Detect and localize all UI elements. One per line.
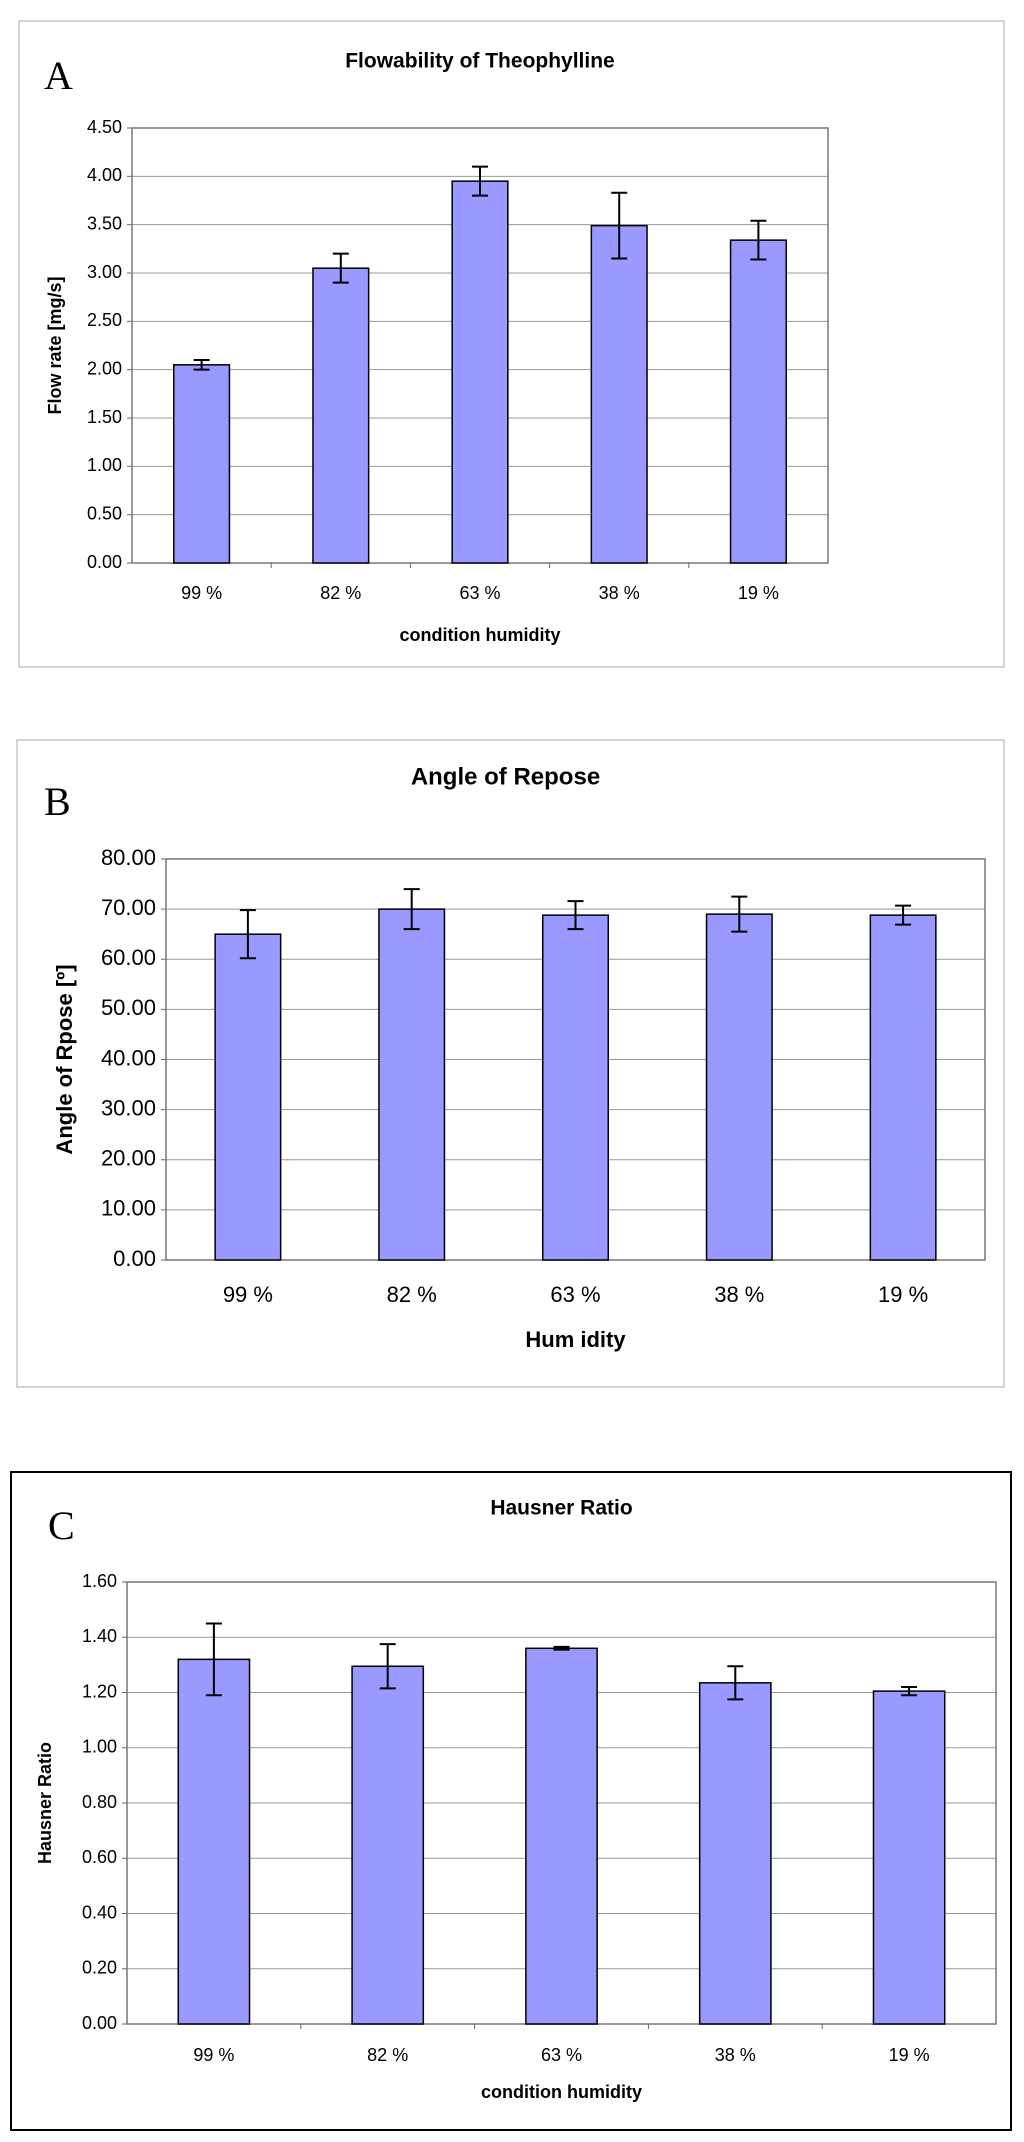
y-tick-label: 40.00 [101,1045,156,1070]
error-bar [750,219,767,261]
x-tick-label: 63 % [550,1282,600,1307]
y-tick-label: 1.60 [82,1571,117,1591]
y-tick-label: 0.20 [82,1958,117,1978]
y-tick-label: 1.00 [82,1737,117,1757]
error-bar [332,252,349,284]
y-tick-label: 2.00 [87,358,122,378]
bar [378,908,446,1261]
y-tick-label: 50.00 [101,995,156,1020]
error-bar [472,165,488,197]
chart-title: Angle of Repose [411,763,600,790]
error-bar [727,1665,744,1701]
error-bar [205,1622,222,1697]
y-tick-label: 0.00 [113,1246,156,1271]
y-tick-label: 4.50 [87,117,122,137]
error-bar [553,1645,570,1651]
y-axis-label: Hausner Ratio [35,1742,55,1864]
x-tick-label: 63 % [541,2045,582,2065]
y-tick-label: 3.00 [87,262,122,282]
bar [312,267,370,564]
y-tick-label: 2.50 [87,310,122,330]
y-tick-label: 4.00 [87,165,122,185]
x-axis-label: Hum idity [525,1327,626,1352]
y-tick-label: 1.00 [87,455,122,475]
y-tick-label: 1.40 [82,1626,117,1646]
bar [177,1658,251,2025]
bar [451,180,509,564]
y-tick-label: 80.00 [101,845,156,870]
bar [525,1647,598,2025]
bar [698,1682,772,2025]
chart-frame [10,1471,1012,2131]
x-tick-label: 99 % [181,583,222,603]
x-tick-label: 19 % [738,583,779,603]
x-tick-label: 99 % [223,1282,273,1307]
panel-label: C [48,1503,75,1548]
y-tick-label: 0.40 [82,1902,117,1922]
bar [173,364,231,564]
y-tick-label: 20.00 [101,1146,156,1171]
y-tick-label: 10.00 [101,1196,156,1221]
error-bar [239,909,256,960]
x-tick-label: 99 % [193,2045,234,2065]
error-bar [567,900,584,931]
bar [590,224,648,564]
x-axis-label: condition humidity [400,625,561,645]
y-axis-label: Angle of Rpose [º] [52,964,77,1154]
bar [872,1690,946,2025]
x-tick-label: 63 % [459,583,500,603]
chart-frame [16,739,1005,1388]
chart-title: Hausner Ratio [490,1497,632,1520]
y-tick-label: 1.20 [82,1681,117,1701]
bar [729,239,787,564]
panel-label: A [44,53,73,98]
x-tick-label: 82 % [320,583,361,603]
bar [705,913,773,1261]
y-tick-label: 70.00 [101,895,156,920]
panel-label: B [44,779,71,824]
x-tick-label: 19 % [878,1282,928,1307]
error-bar [611,191,628,260]
x-tick-label: 82 % [387,1282,437,1307]
bar [869,914,937,1261]
x-tick-label: 19 % [889,2045,930,2065]
x-tick-label: 38 % [714,1282,764,1307]
error-bar [379,1643,396,1690]
y-tick-label: 30.00 [101,1095,156,1120]
y-tick-label: 3.50 [87,213,122,233]
y-tick-label: 0.00 [87,552,122,572]
y-tick-label: 60.00 [101,945,156,970]
error-bar [901,1685,918,1697]
x-axis-label: condition humidity [481,2082,642,2102]
y-tick-label: 0.00 [82,2013,117,2033]
error-bar [895,904,912,926]
error-bar [193,359,210,371]
chart-title: Flowability of Theophylline [345,50,615,73]
y-tick-label: 0.60 [82,1847,117,1867]
y-tick-label: 0.80 [82,1792,117,1812]
bar [214,933,282,1261]
error-bar [731,895,748,933]
y-axis-label: Flow rate [mg/s] [45,276,65,414]
x-tick-label: 38 % [599,583,640,603]
chart-frame [18,20,1005,668]
x-tick-label: 38 % [715,2045,756,2065]
y-tick-label: 1.50 [87,407,122,427]
bar [541,914,610,1261]
y-tick-label: 0.50 [87,503,122,523]
x-tick-label: 82 % [367,2045,408,2065]
bar [351,1665,425,2025]
error-bar [403,888,420,931]
